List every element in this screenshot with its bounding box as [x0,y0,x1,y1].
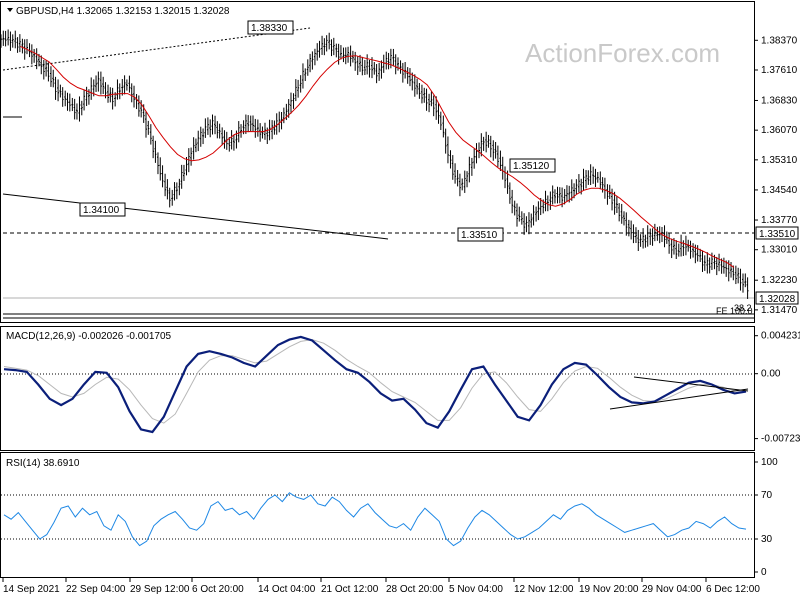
macd-tick-label: 0.004231 [761,331,800,342]
svg-text:1.38330: 1.38330 [251,23,288,34]
trendline-lower [2,193,389,240]
x-tick-label: 12 Nov 12:00 [514,584,574,595]
rsi-tick-label: 0 [761,567,767,578]
tag-swing: 1.35120 [509,158,556,173]
price-tick-label: 1.33770 [761,215,798,226]
macd-axis: 0.004231 0.00 -0.00723 [754,331,800,445]
current-price-badge [755,291,799,305]
price-candles [0,29,749,299]
macd-tick-label: -0.00723 [761,434,800,445]
macd-tick-label: 0.00 [761,369,781,380]
price-tick-label: 1.38370 [761,35,798,46]
price-tick-label: 1.37610 [761,65,798,76]
x-tick-label: 14 Sep 2021 [3,584,60,595]
fe-label: FE 100.0 [716,306,753,316]
x-axis: 14 Sep 2021 22 Sep 04:00 29 Sep 12:00 6 Oct… [2,578,760,595]
x-tick-label: 29 Sep 12:00 [130,584,190,595]
moving-average-line [20,46,735,268]
chart-title: GBPUSD,H4 1.32065 1.32153 1.32015 1.3202… [16,6,230,17]
price-tick-label: 1.34540 [761,185,798,196]
macd-signal-line [3,339,747,424]
svg-text:1.34100: 1.34100 [83,205,120,216]
price-pane [0,1,755,323]
fe-label-2: 38.2 [734,303,752,313]
level-price-badge [755,226,799,240]
price-tick-label: 1.31470 [761,305,798,316]
x-tick-label: 28 Oct 20:00 [386,584,444,595]
rsi-line [3,492,747,547]
tag-level: 1.33510 [457,227,504,242]
rsi-pane [0,452,755,578]
x-tick-label: 19 Nov 20:00 [579,584,639,595]
rsi-axis: 100 70 30 0 [1,457,778,578]
macd-triangle-upper [633,376,749,392]
rsi-title: RSI(14) 38.6910 [6,458,80,469]
x-tick-label: 6 Dec 12:00 [706,584,760,595]
tag-low: 1.34100 [79,202,126,217]
svg-text:1.35120: 1.35120 [513,161,550,172]
watermark: ActionForex.com [525,38,720,68]
x-tick-label: 29 Nov 04:00 [642,584,702,595]
tag-high: 1.38330 [247,20,294,35]
x-tick-label: 5 Nov 04:00 [449,584,503,595]
price-tick-label: 1.36070 [761,125,798,136]
price-tick-label: 1.32230 [761,275,798,286]
macd-title: MACD(12,26,9) -0.002026 -0.001705 [6,331,172,342]
rsi-tick-label: 30 [761,534,773,545]
macd-pane [0,326,755,451]
trendlines [2,27,754,319]
x-tick-label: 22 Sep 04:00 [66,584,126,595]
x-tick-label: 14 Oct 04:00 [258,584,316,595]
rsi-tick-label: 100 [761,457,778,468]
rsi-tick-label: 70 [761,490,773,501]
price-axis: 1.38370 1.37610 1.36830 1.36070 1.35310 1.345… [754,35,798,316]
level-price-text: 1.33510 [759,229,796,240]
price-tick-label: 1.33010 [761,245,798,256]
price-tick-label: 1.35310 [761,155,798,166]
macd-line [3,335,747,434]
collapse-triangle-icon[interactable] [7,8,13,12]
current-price-text: 1.32028 [759,294,796,305]
x-tick-label: 21 Oct 12:00 [321,584,379,595]
macd-triangle-lower [609,388,749,410]
price-tick-label: 1.36830 [761,95,798,106]
svg-text:1.33510: 1.33510 [461,230,498,241]
x-tick-label: 6 Oct 20:00 [192,584,244,595]
